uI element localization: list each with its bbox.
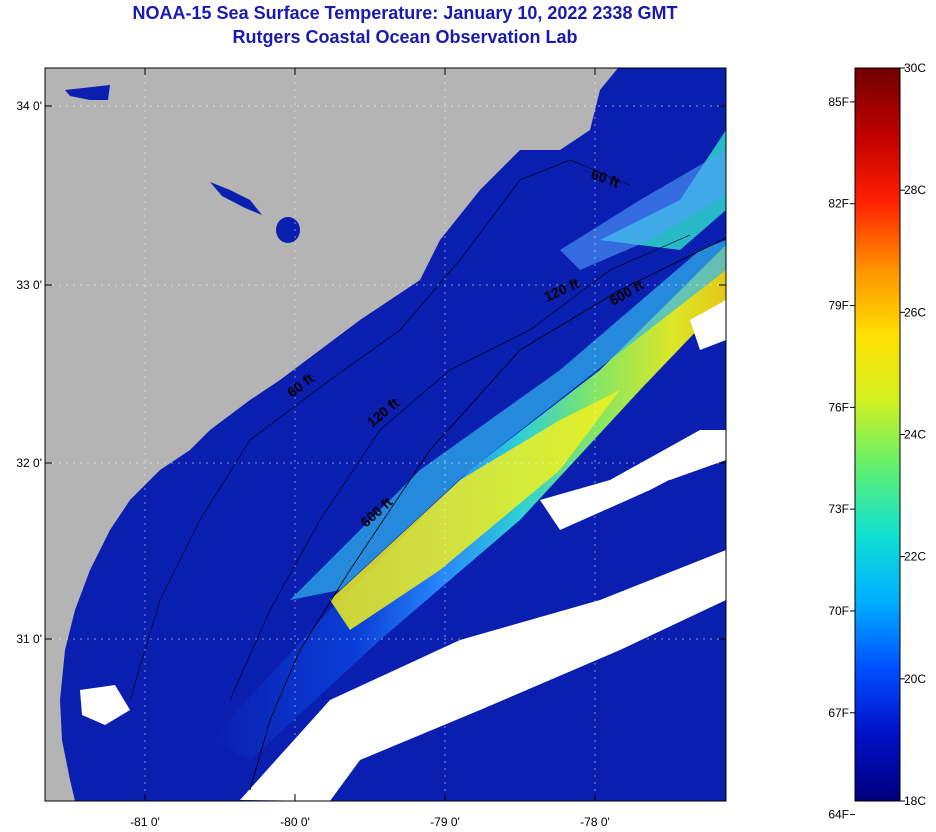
lon-label-80: -80 0'	[280, 815, 310, 829]
cloud-mask-south	[240, 550, 726, 801]
lat-label-32: 32 0'	[16, 456, 42, 470]
colorbar-f-label: 64F	[828, 808, 849, 822]
lake-marion	[276, 217, 300, 243]
cloud-mask-east	[540, 430, 726, 530]
northeast-warm-patch	[600, 130, 726, 250]
map-area	[45, 68, 726, 801]
lat-label-33: 33 0'	[16, 278, 42, 292]
colorbar-f-label: 76F	[828, 400, 849, 414]
contour-120ft	[229, 234, 691, 701]
lake-northwest	[65, 85, 110, 100]
map-subtitle: Rutgers Coastal Ocean Observation Lab	[232, 27, 578, 47]
colorbar-c-label: 18C	[904, 794, 926, 808]
colorbar	[854, 67, 901, 802]
cloud-mask-east-2	[650, 440, 726, 480]
colorbar-f-label: 85F	[828, 95, 849, 109]
land-mass	[45, 68, 618, 801]
contour-60ft	[129, 159, 631, 701]
colorbar-c-label: 20C	[904, 672, 926, 686]
shelf-mid-temp	[290, 240, 726, 600]
lon-label-79: -79 0'	[430, 815, 460, 829]
colorbar-f-label: 67F	[828, 706, 849, 720]
colorbar-c-label: 30C	[904, 61, 926, 75]
colorbar-f-label: 73F	[828, 502, 849, 516]
lat-label-34: 34 0'	[16, 99, 42, 113]
colorbar-ticks	[850, 67, 905, 816]
colorbar-f-label: 82F	[828, 197, 849, 211]
warm-core	[330, 390, 620, 630]
colorbar-fahrenheit-labels: 85F 82F 79F 76F 73F 70F 67F 64F	[828, 95, 849, 822]
map-title: NOAA-15 Sea Surface Temperature: January…	[132, 3, 678, 23]
colorbar-c-label: 22C	[904, 550, 926, 564]
contour-600ft	[249, 237, 726, 791]
colorbar-f-label: 70F	[828, 604, 849, 618]
colorbar-celsius-labels: 30C 28C 26C 24C 22C 20C 18C	[904, 61, 926, 808]
lon-label-78: -78 0'	[580, 815, 610, 829]
lake-moultrie	[210, 182, 262, 215]
colorbar-c-label: 24C	[904, 428, 926, 442]
northeast-mid-patch	[560, 150, 726, 270]
colorbar-c-label: 28C	[904, 183, 926, 197]
cloud-mask-ne	[690, 300, 726, 350]
colorbar-f-label: 79F	[828, 299, 849, 313]
cloud-mask-coast	[80, 685, 130, 725]
lon-label-81: -81 0'	[130, 815, 160, 829]
tick-marks	[45, 68, 726, 801]
map-frame	[44, 67, 727, 802]
graticule	[45, 68, 726, 801]
colorbar-c-label: 26C	[904, 305, 926, 319]
lat-label-31: 31 0'	[16, 632, 42, 646]
